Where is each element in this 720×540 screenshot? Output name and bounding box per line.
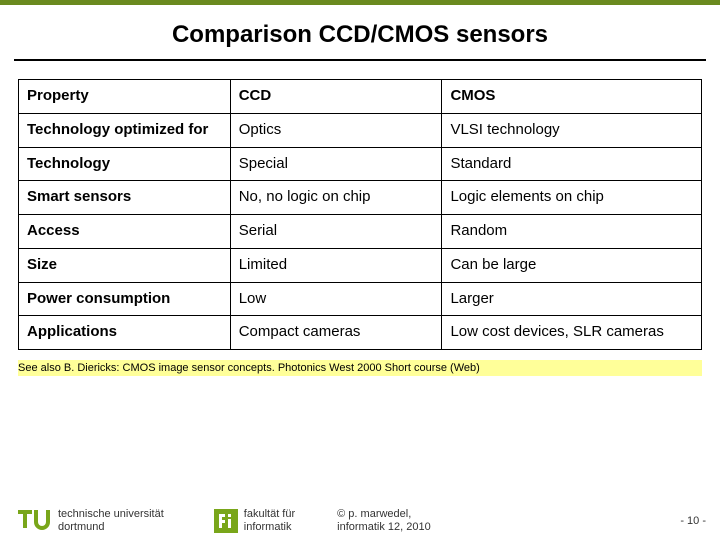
comparison-table: Property CCD CMOS Technology optimized f… (18, 79, 702, 350)
tu-logo-block: technische universität dortmund (18, 508, 164, 534)
tu-line2: dortmund (58, 521, 164, 534)
footer: technische universität dortmund fakultät… (0, 508, 720, 534)
row-label: Access (19, 215, 231, 249)
header-property: Property (19, 80, 231, 114)
fi-logo-block: fakultät für informatik (214, 508, 295, 534)
copyright-line2: informatik 12, 2010 (337, 521, 431, 534)
citation-note: See also B. Diericks: CMOS image sensor … (18, 360, 702, 376)
row-cmos: Standard (442, 147, 702, 181)
header-cmos: CMOS (442, 80, 702, 114)
fi-text: fakultät für informatik (244, 508, 295, 534)
table-row: ApplicationsCompact camerasLow cost devi… (19, 316, 702, 350)
tu-text: technische universität dortmund (58, 508, 164, 534)
copyright-line1: © p. marwedel, (337, 508, 431, 521)
row-ccd: Compact cameras (230, 316, 442, 350)
tu-line1: technische universität (58, 508, 164, 521)
row-label: Power consumption (19, 282, 231, 316)
row-label: Technology optimized for (19, 113, 231, 147)
row-cmos: Random (442, 215, 702, 249)
fi-line2: informatik (244, 521, 295, 534)
row-cmos: Logic elements on chip (442, 181, 702, 215)
table-row: Power consumptionLowLarger (19, 282, 702, 316)
title-underline (14, 59, 706, 61)
table-row: Smart sensorsNo, no logic on chipLogic e… (19, 181, 702, 215)
table-body: Technology optimized forOpticsVLSI techn… (19, 113, 702, 349)
row-ccd: Limited (230, 248, 442, 282)
header-ccd: CCD (230, 80, 442, 114)
page-number: - 10 - (680, 515, 706, 527)
row-ccd: Low (230, 282, 442, 316)
row-label: Technology (19, 147, 231, 181)
content-area: Property CCD CMOS Technology optimized f… (0, 79, 720, 350)
row-ccd: Serial (230, 215, 442, 249)
fi-line1: fakultät für (244, 508, 295, 521)
copyright: © p. marwedel, informatik 12, 2010 (337, 508, 431, 534)
table-row: SizeLimitedCan be large (19, 248, 702, 282)
row-ccd: Optics (230, 113, 442, 147)
slide-title: Comparison CCD/CMOS sensors (0, 5, 720, 59)
table-row: Technology optimized forOpticsVLSI techn… (19, 113, 702, 147)
row-cmos: Can be large (442, 248, 702, 282)
row-ccd: No, no logic on chip (230, 181, 442, 215)
tu-logo-icon (18, 510, 52, 532)
row-cmos: Low cost devices, SLR cameras (442, 316, 702, 350)
row-label: Size (19, 248, 231, 282)
table-row: AccessSerialRandom (19, 215, 702, 249)
row-cmos: Larger (442, 282, 702, 316)
table-row: TechnologySpecialStandard (19, 147, 702, 181)
fi-logo-icon (214, 509, 238, 533)
row-label: Smart sensors (19, 181, 231, 215)
row-ccd: Special (230, 147, 442, 181)
table-header-row: Property CCD CMOS (19, 80, 702, 114)
row-label: Applications (19, 316, 231, 350)
row-cmos: VLSI technology (442, 113, 702, 147)
